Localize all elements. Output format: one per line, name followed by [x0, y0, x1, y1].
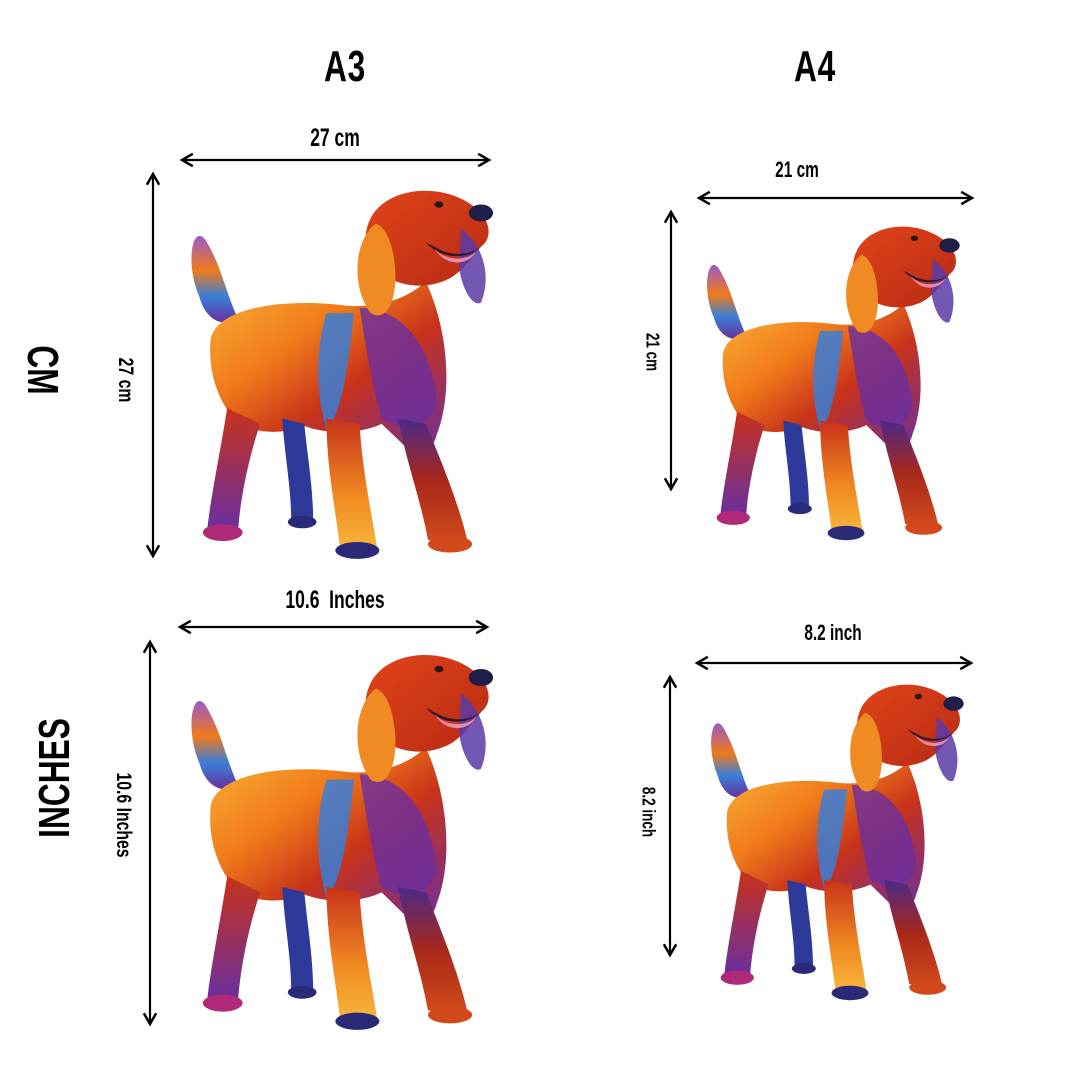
width-label: 8.2 inch [792, 620, 874, 646]
width-label: 21 cm [766, 157, 828, 183]
width-label-text: 21 cm [775, 157, 819, 182]
width-label-text: 8.2 inch [804, 620, 862, 645]
width-label: 27 cm [300, 124, 371, 153]
width-label-text: 10.6 Inches [285, 586, 385, 614]
dog-illustration [711, 684, 964, 1001]
column-title-a4: A4 [794, 42, 836, 91]
width-label: 10.6 Inches [264, 586, 406, 615]
height-label: 8.2 inch [638, 778, 659, 845]
width-label-text: 27 cm [310, 124, 360, 152]
column-title-a3: A3 [324, 42, 366, 91]
height-label-text: 8.2 inch [638, 786, 659, 838]
